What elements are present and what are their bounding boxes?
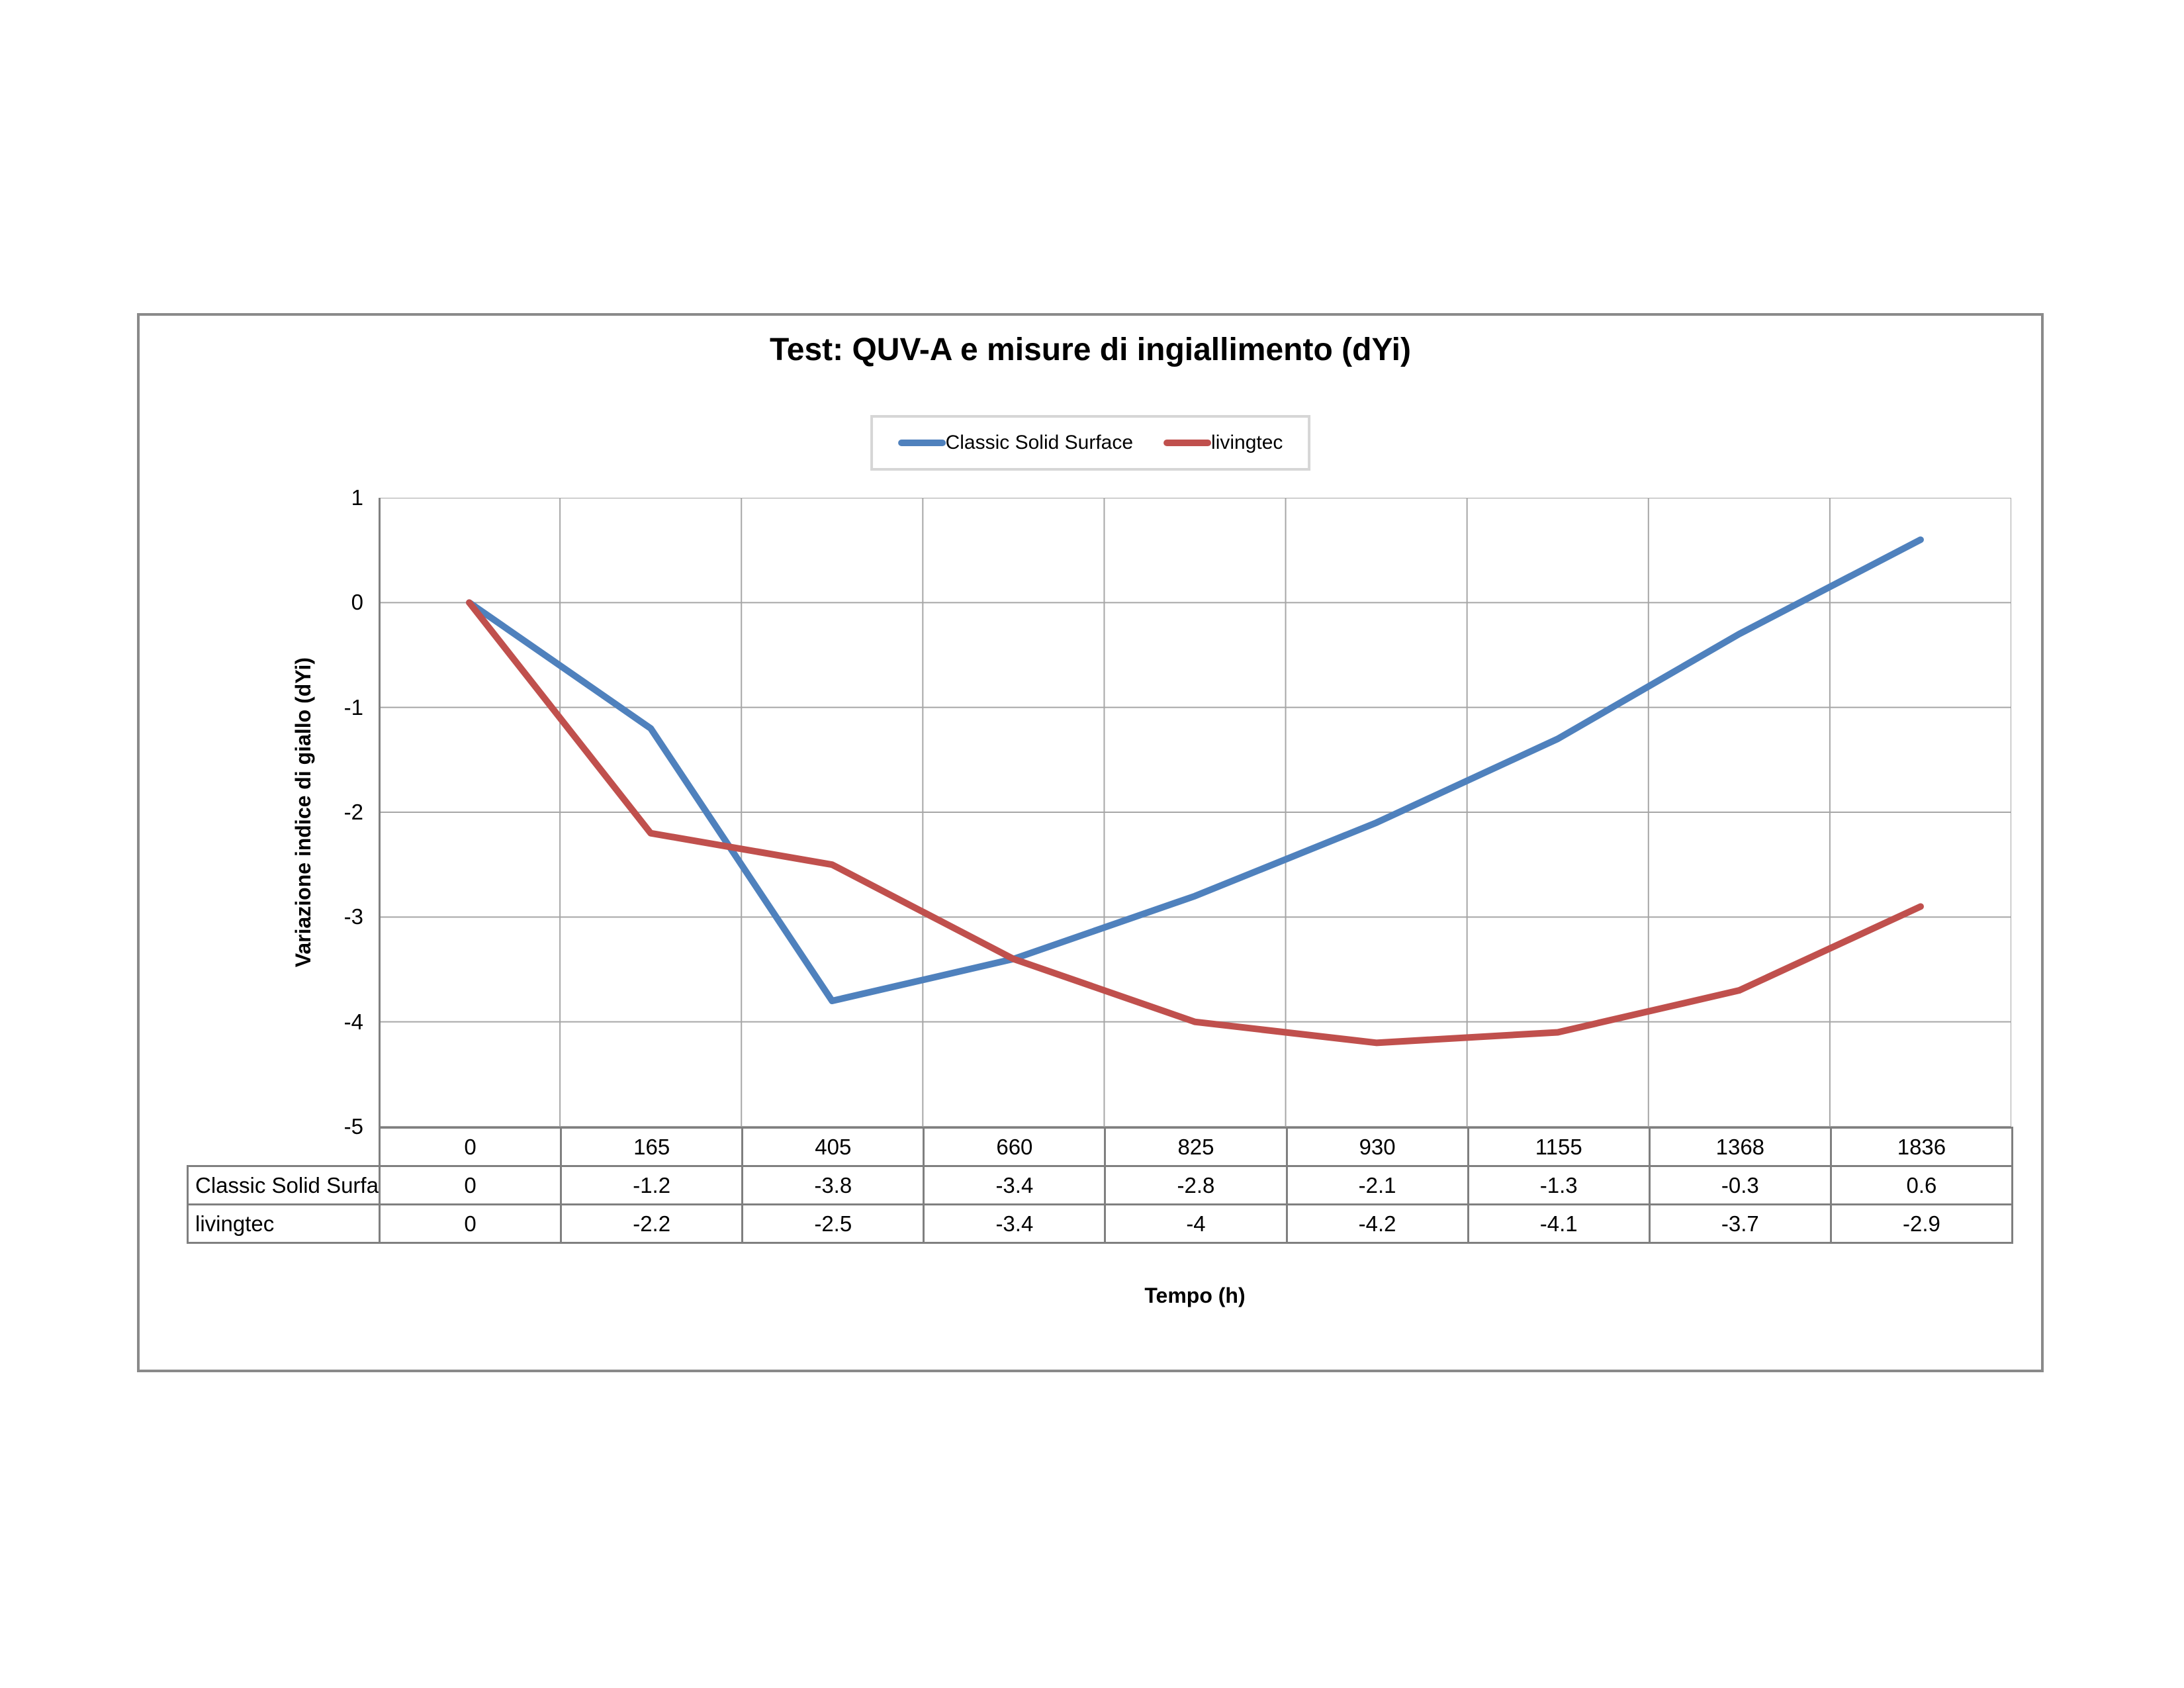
- x-category-label: 1155: [1467, 1127, 1651, 1167]
- series-value-cell: -3.8: [741, 1165, 925, 1205]
- chart-frame: Test: QUV-A e misure di ingiallimento (d…: [137, 313, 2044, 1372]
- series-row-label: Classic Solid Surface: [187, 1165, 381, 1205]
- legend-label: Classic Solid Surface: [945, 432, 1134, 453]
- legend-line-sample-icon: [1163, 440, 1212, 446]
- series-value-cell: -1.3: [1467, 1165, 1651, 1205]
- data-table: 0 165 405 660 825 930 1155 1368 1836 Classic Soli…: [187, 1127, 2013, 1244]
- y-axis-tick-labels: 1 0 -1 -2 -3 -4 -5: [140, 485, 363, 1139]
- x-category-label: 1368: [1648, 1127, 1832, 1167]
- x-category-label: 165: [560, 1127, 744, 1167]
- table-blank-cell: [188, 1128, 380, 1166]
- series-value-cell: -2.8: [1104, 1165, 1288, 1205]
- series-value-cell: -1.2: [560, 1165, 744, 1205]
- y-tick-label: -4: [343, 1009, 363, 1034]
- x-axis-title: Tempo (h): [1144, 1284, 1246, 1307]
- x-category-label: 0: [378, 1127, 563, 1167]
- y-tick-label: -3: [343, 904, 363, 929]
- series-value-cell: 0: [378, 1203, 563, 1244]
- series-line-classic-solid-surface: [466, 536, 1924, 1004]
- series-value-cell: -2.2: [560, 1203, 744, 1244]
- series-row-label: livingtec: [187, 1203, 381, 1244]
- series-value-cell: -4: [1104, 1203, 1288, 1244]
- x-category-label: 1836: [1829, 1127, 2013, 1167]
- series-value-cell: -3.7: [1648, 1203, 1832, 1244]
- y-tick-label: -5: [343, 1114, 363, 1139]
- plot-canvas: [379, 498, 2011, 1127]
- series-value-cell: -2.9: [1829, 1203, 2013, 1244]
- series-value-cell: -3.4: [923, 1165, 1107, 1205]
- legend-label: livingtec: [1211, 432, 1283, 453]
- legend-item-classic-solid-surface: Classic Solid Surface: [897, 432, 1134, 454]
- series-line-livingtec: [466, 599, 1924, 1047]
- legend-line-sample-icon: [897, 440, 946, 446]
- series-value-cell: -2.5: [741, 1203, 925, 1244]
- series-value-cell: -2.1: [1285, 1165, 1469, 1205]
- table-row: livingtec 0 -2.2 -2.5 -3.4 -4 -4.2 -4.1 -3.7 -2.9: [187, 1203, 2013, 1244]
- series-value-cell: -4.2: [1285, 1203, 1469, 1244]
- series-value-cell: 0.6: [1829, 1165, 2013, 1205]
- legend-item-livingtec: livingtec: [1163, 432, 1283, 454]
- x-category-label: 825: [1104, 1127, 1288, 1167]
- table-row: Classic Solid Surface0-1.2-3.8-3.4-2.8-2…: [187, 1165, 2013, 1205]
- x-category-label: 660: [923, 1127, 1107, 1167]
- series-value-cell: 0: [378, 1165, 563, 1205]
- series-value-cell: -4.1: [1467, 1203, 1651, 1244]
- y-tick-label: 0: [351, 590, 363, 615]
- x-category-label: 405: [741, 1127, 925, 1167]
- y-tick-label: -1: [343, 694, 363, 720]
- series-value-cell: -3.4: [923, 1203, 1107, 1244]
- chart-title: Test: QUV-A e misure di ingiallimento (d…: [770, 332, 1411, 367]
- series-value-cell: -0.3: [1648, 1165, 1832, 1205]
- plot-area: [379, 498, 2011, 1127]
- legend: Classic Solid Surface livingtec: [870, 415, 1311, 471]
- x-category-label: 930: [1285, 1127, 1469, 1167]
- y-tick-label: -2: [343, 800, 363, 824]
- y-tick-label: 1: [351, 485, 363, 510]
